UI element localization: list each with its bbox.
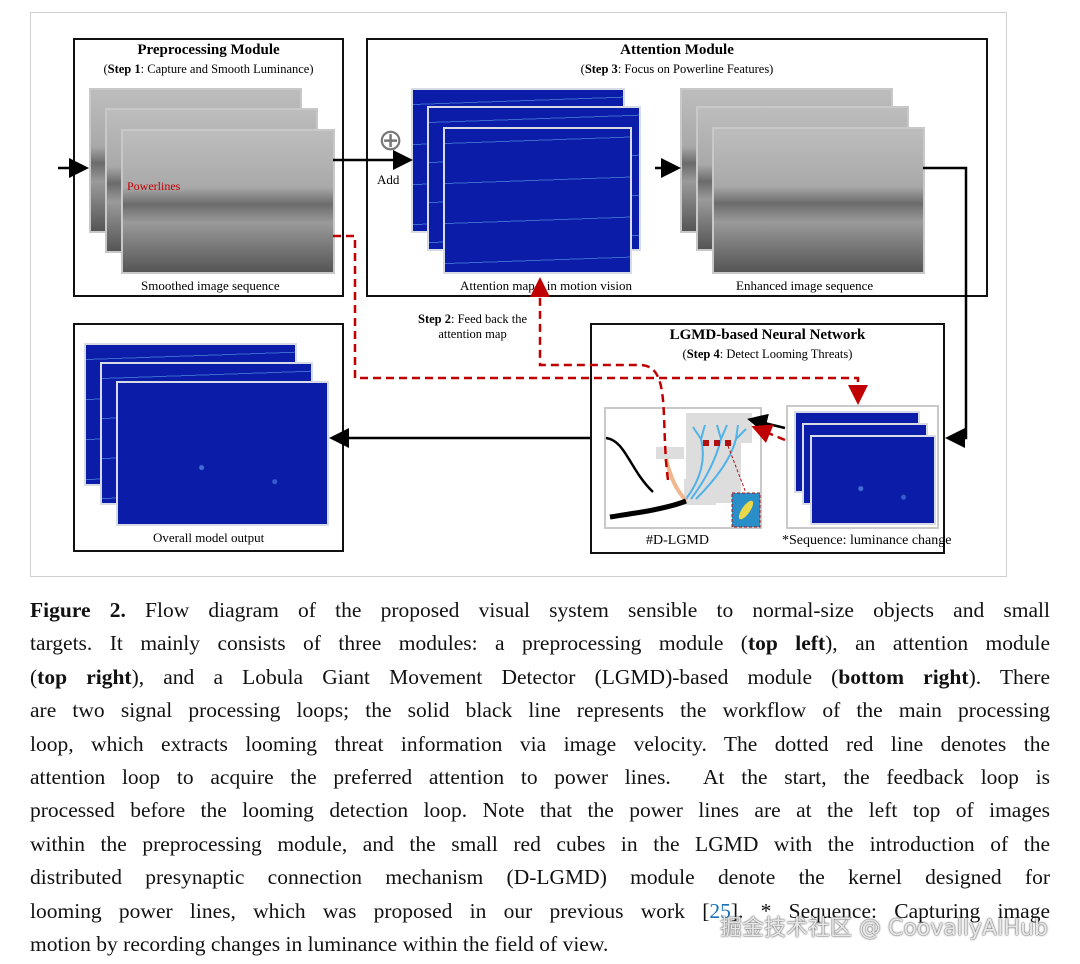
attention-map-frame bbox=[443, 127, 632, 274]
output-module: Overall model output bbox=[73, 323, 344, 552]
step-label: Step 1 bbox=[107, 62, 141, 76]
caption-text: distributed presynaptic connection mecha… bbox=[30, 865, 1050, 890]
step-label: Step 3 bbox=[584, 62, 618, 76]
lgmd-title: LGMD-based Neural Network bbox=[669, 327, 866, 343]
caption-line: are two signal processing loops; the sol… bbox=[30, 694, 1050, 727]
caption-line: distributed presynaptic connection mecha… bbox=[30, 861, 1050, 894]
paren: ( bbox=[580, 62, 585, 76]
attention-module: Attention Module (Step 3: Focus on Power… bbox=[366, 38, 988, 297]
caption-text: attention loop to acquire the preferred … bbox=[30, 764, 1050, 789]
citation-link[interactable]: 25 bbox=[709, 898, 731, 923]
caption-text: looming power lines, which was proposed … bbox=[30, 898, 710, 923]
enhanced-image-frame bbox=[712, 127, 925, 274]
caption-text: ). There bbox=[968, 664, 1050, 689]
caption-text: Figure 2. bbox=[30, 598, 126, 622]
sequence-caption: *Sequence: luminance change bbox=[782, 533, 952, 548]
image-frame bbox=[121, 129, 335, 274]
caption-text: ), and a Lobula Giant Movement Detector … bbox=[131, 664, 839, 689]
caption-text: bottom right bbox=[838, 664, 969, 689]
add-circle-plus-icon: ⊕ bbox=[378, 124, 404, 157]
attention-title: Attention Module bbox=[620, 42, 734, 58]
powerlines-annotation: Powerlines bbox=[127, 179, 181, 193]
caption-text: targets. It mainly consists of three mod… bbox=[30, 631, 748, 656]
luminance-frame bbox=[810, 435, 936, 525]
add-label: Add bbox=[377, 172, 400, 187]
output-frame bbox=[116, 381, 329, 526]
neuron-block bbox=[686, 413, 752, 443]
caption-text: top right bbox=[37, 664, 132, 689]
step2-label: Step 2: Feed back the attention map bbox=[418, 312, 527, 342]
caption-text: ( bbox=[30, 664, 38, 689]
caption-line: targets. It mainly consists of three mod… bbox=[30, 627, 1050, 660]
caption-text: loop, which extracts looming threat info… bbox=[30, 731, 1050, 756]
preprocessing-step: (Step 1: Capture and Smooth Luminance) bbox=[75, 62, 342, 77]
caption-text: Flow diagram of the proposed visual syst… bbox=[125, 598, 1050, 622]
caption-text: ]. * Sequence: Capturing image bbox=[730, 898, 1050, 923]
smoothed-sequence-caption: Smoothed image sequence bbox=[141, 278, 280, 293]
caption-text: are two signal processing loops; the sol… bbox=[30, 698, 1050, 723]
caption-part: Attention map bbox=[460, 278, 535, 293]
figure-frame bbox=[30, 12, 1007, 577]
preprocessing-module: Preprocessing Module (Step 1: Capture an… bbox=[73, 38, 344, 297]
figure-caption: Figure 2. Flow diagram of the proposed v… bbox=[30, 594, 1050, 961]
caption-line: loop, which extracts looming threat info… bbox=[30, 728, 1050, 761]
attention-map-caption: Attention map in motion vision bbox=[460, 278, 632, 294]
enhanced-sequence-caption: Enhanced image sequence bbox=[736, 278, 874, 293]
caption-text: within the preprocessing module, and the… bbox=[30, 831, 1050, 856]
step-label: Step 2 bbox=[418, 312, 451, 326]
preprocessing-title: Preprocessing Module bbox=[137, 42, 280, 58]
step-text: : Capture and Smooth Luminance) bbox=[140, 62, 314, 76]
caption-line: attention loop to acquire the preferred … bbox=[30, 761, 1050, 794]
caption-part: in motion vision bbox=[546, 278, 632, 293]
output-caption: Overall model output bbox=[153, 530, 265, 545]
caption-text: processed before the looming detection l… bbox=[30, 798, 1050, 823]
paren: ( bbox=[103, 62, 108, 76]
step-text: : Focus on Powerline Features) bbox=[617, 62, 774, 76]
step-text: : Feed back the bbox=[451, 312, 528, 326]
step-text: : Detect Looming Threats) bbox=[719, 347, 853, 361]
step-label: Step 4 bbox=[686, 347, 720, 361]
caption-text: top left bbox=[747, 631, 826, 656]
dlgmd-caption: #D-LGMD bbox=[646, 533, 709, 548]
caption-line: processed before the looming detection l… bbox=[30, 794, 1050, 827]
neuron-dendrite-icon bbox=[609, 424, 761, 528]
lgmd-step: (Step 4: Detect Looming Threats) bbox=[592, 347, 943, 362]
caption-line: Figure 2. Flow diagram of the proposed v… bbox=[30, 594, 1050, 627]
attention-step: (Step 3: Focus on Powerline Features) bbox=[368, 62, 986, 77]
caption-text: motion by recording changes in luminance… bbox=[30, 931, 609, 956]
watermark: 掘金技术社区 @ CoovallyAIHub bbox=[720, 916, 1049, 941]
caption-line: (top right), and a Lobula Giant Movement… bbox=[30, 661, 1050, 694]
caption-line: looming power lines, which was proposed … bbox=[30, 895, 1050, 928]
step-text: attention map bbox=[438, 327, 507, 341]
lgmd-module: LGMD-based Neural Network (Step 4: Detec… bbox=[590, 323, 951, 554]
caption-line: motion by recording changes in luminance… bbox=[30, 928, 1050, 961]
dlgmd-panel bbox=[604, 407, 762, 529]
caption-line: within the preprocessing module, and the… bbox=[30, 828, 1050, 861]
caption-text: ), an attention module bbox=[825, 631, 1051, 656]
sequence-panel bbox=[786, 405, 939, 529]
